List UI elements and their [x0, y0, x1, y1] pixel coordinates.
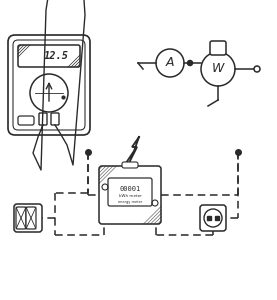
Circle shape [188, 61, 193, 65]
FancyBboxPatch shape [8, 35, 90, 135]
FancyBboxPatch shape [16, 207, 26, 229]
Circle shape [30, 74, 68, 112]
Text: 12.5: 12.5 [44, 51, 69, 61]
FancyBboxPatch shape [210, 41, 226, 55]
Circle shape [204, 209, 222, 227]
Polygon shape [126, 137, 139, 163]
Text: kWh meter: kWh meter [119, 194, 142, 198]
Text: energy meter: energy meter [118, 200, 142, 204]
Text: A: A [166, 56, 174, 70]
Circle shape [201, 52, 235, 86]
FancyBboxPatch shape [18, 45, 80, 67]
Circle shape [254, 66, 260, 72]
FancyBboxPatch shape [99, 166, 161, 224]
Circle shape [156, 49, 184, 77]
Text: 00001: 00001 [119, 186, 141, 192]
FancyBboxPatch shape [26, 207, 36, 229]
FancyBboxPatch shape [14, 204, 42, 232]
FancyBboxPatch shape [122, 162, 138, 168]
Text: W: W [212, 62, 224, 76]
FancyBboxPatch shape [200, 205, 226, 231]
